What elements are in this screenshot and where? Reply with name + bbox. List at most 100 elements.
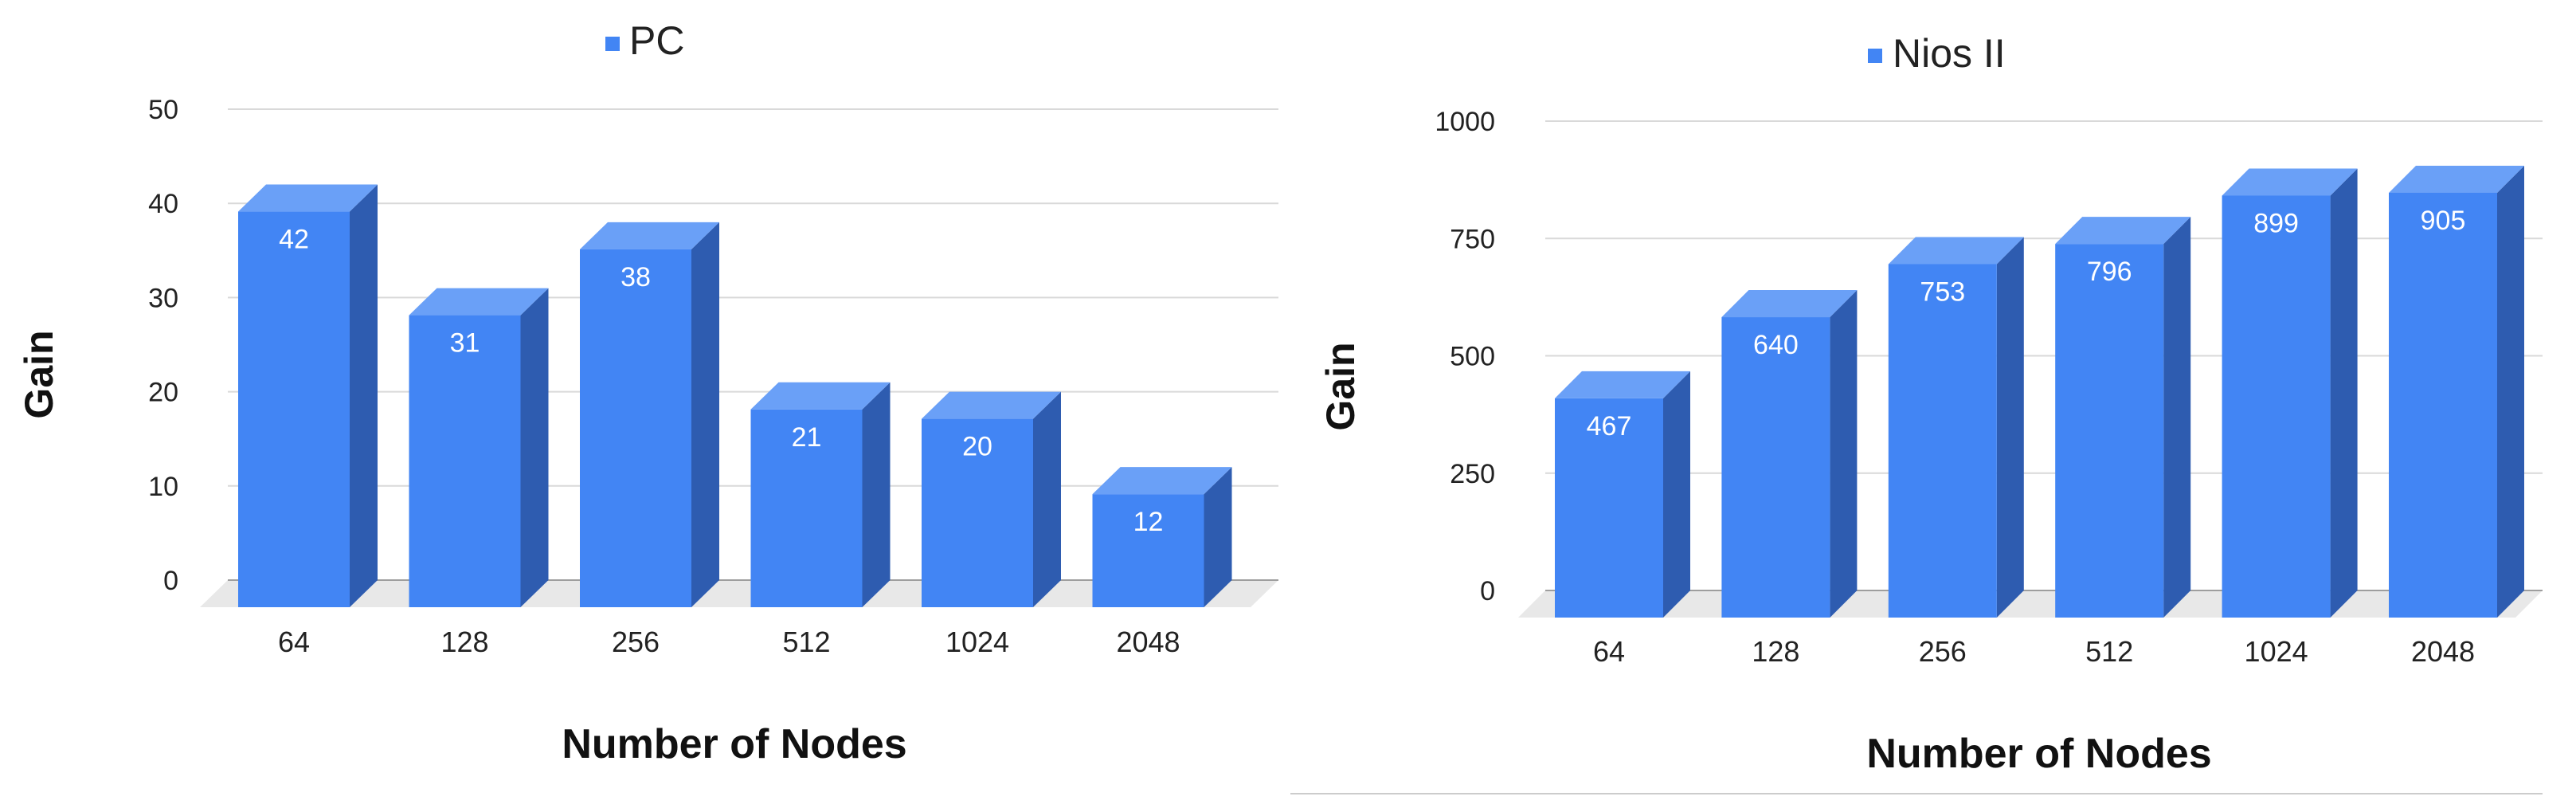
bar-value-label: 12	[1133, 507, 1164, 537]
y-tick-label: 250	[1450, 459, 1495, 489]
bar-side	[691, 222, 719, 607]
bar: 42	[238, 184, 378, 607]
x-tick-labels: 64 128 256 512 1024 2048	[1593, 635, 2475, 668]
y-tick-label: 40	[148, 189, 178, 219]
y-axis-title: Gain	[17, 330, 61, 418]
x-axis-title: Number of Nodes	[1866, 731, 2211, 777]
y-tick-label: 50	[148, 95, 178, 125]
y-tick-label: 500	[1450, 342, 1495, 372]
bar-value-label: 640	[1753, 330, 1799, 360]
y-tick-label: 30	[148, 283, 178, 313]
bar-top	[1721, 290, 1858, 318]
bar-side	[1830, 290, 1858, 618]
bar-value-label: 42	[279, 225, 309, 255]
bar-value-label: 905	[2421, 206, 2466, 236]
y-ticks: 0 10 20 30 40 50	[148, 95, 178, 596]
bar-top	[1092, 467, 1232, 495]
bar-top	[2222, 168, 2358, 196]
bar-top	[922, 391, 1061, 419]
bar-value-label: 899	[2253, 208, 2299, 238]
bar-top	[2055, 217, 2191, 245]
gridlines	[228, 108, 1278, 487]
bar-front	[922, 418, 1033, 607]
x-tick-labels: 64 128 256 512 1024 2048	[278, 626, 1180, 658]
bar-value-label: 20	[962, 432, 992, 462]
x-tick-label: 1024	[945, 626, 1009, 658]
bar-side	[1663, 371, 1690, 618]
x-tick-label: 128	[1752, 635, 1799, 668]
bar: 753	[1888, 237, 2024, 618]
y-tick-label: 10	[148, 472, 178, 502]
bar: 20	[922, 391, 1061, 607]
chart-pc: PC 42 31 38 21 20 12 0 10 20 30 40 50 64 128 256 512 1…	[17, 18, 1278, 767]
bar: 796	[2055, 217, 2191, 618]
legend-label: PC	[629, 18, 684, 63]
y-tick-label: 0	[1480, 576, 1495, 606]
bar-side	[2163, 217, 2191, 618]
bar: 640	[1721, 290, 1858, 618]
bar-side	[2330, 168, 2358, 618]
x-tick-label: 2048	[1116, 626, 1180, 658]
bar-top	[580, 222, 719, 249]
legend-label: Nios II	[1893, 31, 2006, 76]
bars: 467 640 753 796 899 905	[1555, 165, 2524, 618]
x-tick-label: 1024	[2245, 635, 2308, 668]
y-tick-label: 1000	[1435, 107, 1495, 137]
bar-top	[409, 288, 549, 316]
bar-top	[750, 382, 891, 410]
bar-front	[1721, 317, 1830, 618]
bar-value-label: 753	[1920, 277, 1965, 307]
bar-front	[1092, 494, 1204, 607]
x-tick-label: 256	[1919, 635, 1967, 668]
bar-top	[238, 184, 378, 212]
y-ticks: 0 250 500 750 1000	[1435, 107, 1495, 606]
bar: 38	[580, 222, 719, 607]
bar-front	[2055, 244, 2164, 618]
bar-side	[350, 184, 378, 607]
bar: 21	[750, 382, 891, 607]
bar-front	[1555, 398, 1663, 618]
bar: 12	[1092, 467, 1232, 607]
y-tick-label: 0	[163, 566, 178, 596]
bar: 467	[1555, 371, 1690, 618]
bar-top	[2389, 165, 2524, 193]
bar: 899	[2222, 168, 2358, 618]
x-axis-title: Number of Nodes	[562, 721, 906, 767]
bar-top	[1555, 371, 1690, 398]
bar-value-label: 38	[621, 262, 651, 292]
x-tick-label: 256	[612, 626, 660, 658]
bar-top	[1888, 237, 2024, 265]
bars: 42 31 38 21 20 12	[238, 184, 1232, 607]
bar-front	[2222, 195, 2331, 618]
bar-side	[862, 382, 891, 607]
bar-side	[520, 288, 549, 607]
bar-value-label: 21	[792, 422, 822, 453]
y-axis-title: Gain	[1318, 342, 1363, 430]
bar-side	[1033, 391, 1061, 607]
x-tick-label: 64	[1593, 635, 1625, 668]
gridlines	[1545, 120, 2543, 474]
bar-side	[1996, 237, 2024, 618]
x-tick-label: 128	[440, 626, 488, 658]
bar: 905	[2389, 165, 2524, 618]
bar-front	[750, 409, 863, 607]
x-tick-label: 64	[278, 626, 310, 658]
bar-front	[238, 211, 350, 607]
bar-front	[409, 315, 521, 607]
x-tick-label: 512	[782, 626, 830, 658]
bar-side	[1204, 467, 1232, 607]
bar-front	[580, 249, 691, 607]
bar-front	[1888, 264, 1997, 618]
bar-value-label: 796	[2087, 257, 2132, 287]
x-tick-label: 2048	[2411, 635, 2475, 668]
y-tick-label: 750	[1450, 224, 1495, 254]
bar-value-label: 467	[1587, 411, 1632, 441]
x-tick-label: 512	[2085, 635, 2133, 668]
y-tick-label: 20	[148, 378, 178, 408]
legend-swatch	[1868, 49, 1882, 63]
legend-swatch	[605, 37, 620, 51]
bar-value-label: 31	[450, 328, 480, 359]
bar-side	[2497, 165, 2524, 618]
bar: 31	[409, 288, 549, 607]
